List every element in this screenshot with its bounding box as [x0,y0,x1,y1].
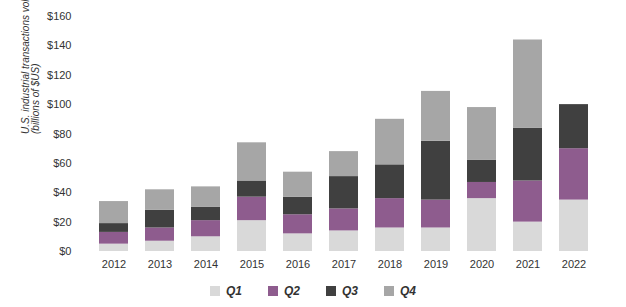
svg-text:2014: 2014 [194,258,218,270]
svg-text:2022: 2022 [562,258,586,270]
svg-text:2019: 2019 [424,258,448,270]
svg-text:2013: 2013 [148,258,172,270]
svg-text:$120: $120 [47,69,71,81]
svg-text:2020: 2020 [470,258,494,270]
svg-text:$60: $60 [53,157,71,169]
html-text:Q1: Q1 [226,284,242,298]
html-text:Q2: Q2 [284,284,300,298]
html-text:Q4: Q4 [400,284,416,298]
svg-text:2017: 2017 [332,258,356,270]
svg-text:2016: 2016 [286,258,310,270]
svg-text:U.S. industrial transactions v: U.S. industrial transactions volume(bill… [20,0,41,134]
svg-text:2015: 2015 [240,258,264,270]
svg-text:$140: $140 [47,39,71,51]
svg-text:$100: $100 [47,98,71,110]
svg-text:$80: $80 [53,128,71,140]
html-text:Q3: Q3 [342,284,358,298]
svg-text:$0: $0 [59,245,71,257]
svg-text:2018: 2018 [378,258,402,270]
svg-text:2021: 2021 [516,258,540,270]
svg-text:$40: $40 [53,186,71,198]
svg-text:$20: $20 [53,216,71,228]
svg-text:$160: $160 [47,10,71,22]
svg-text:2012: 2012 [102,258,126,270]
